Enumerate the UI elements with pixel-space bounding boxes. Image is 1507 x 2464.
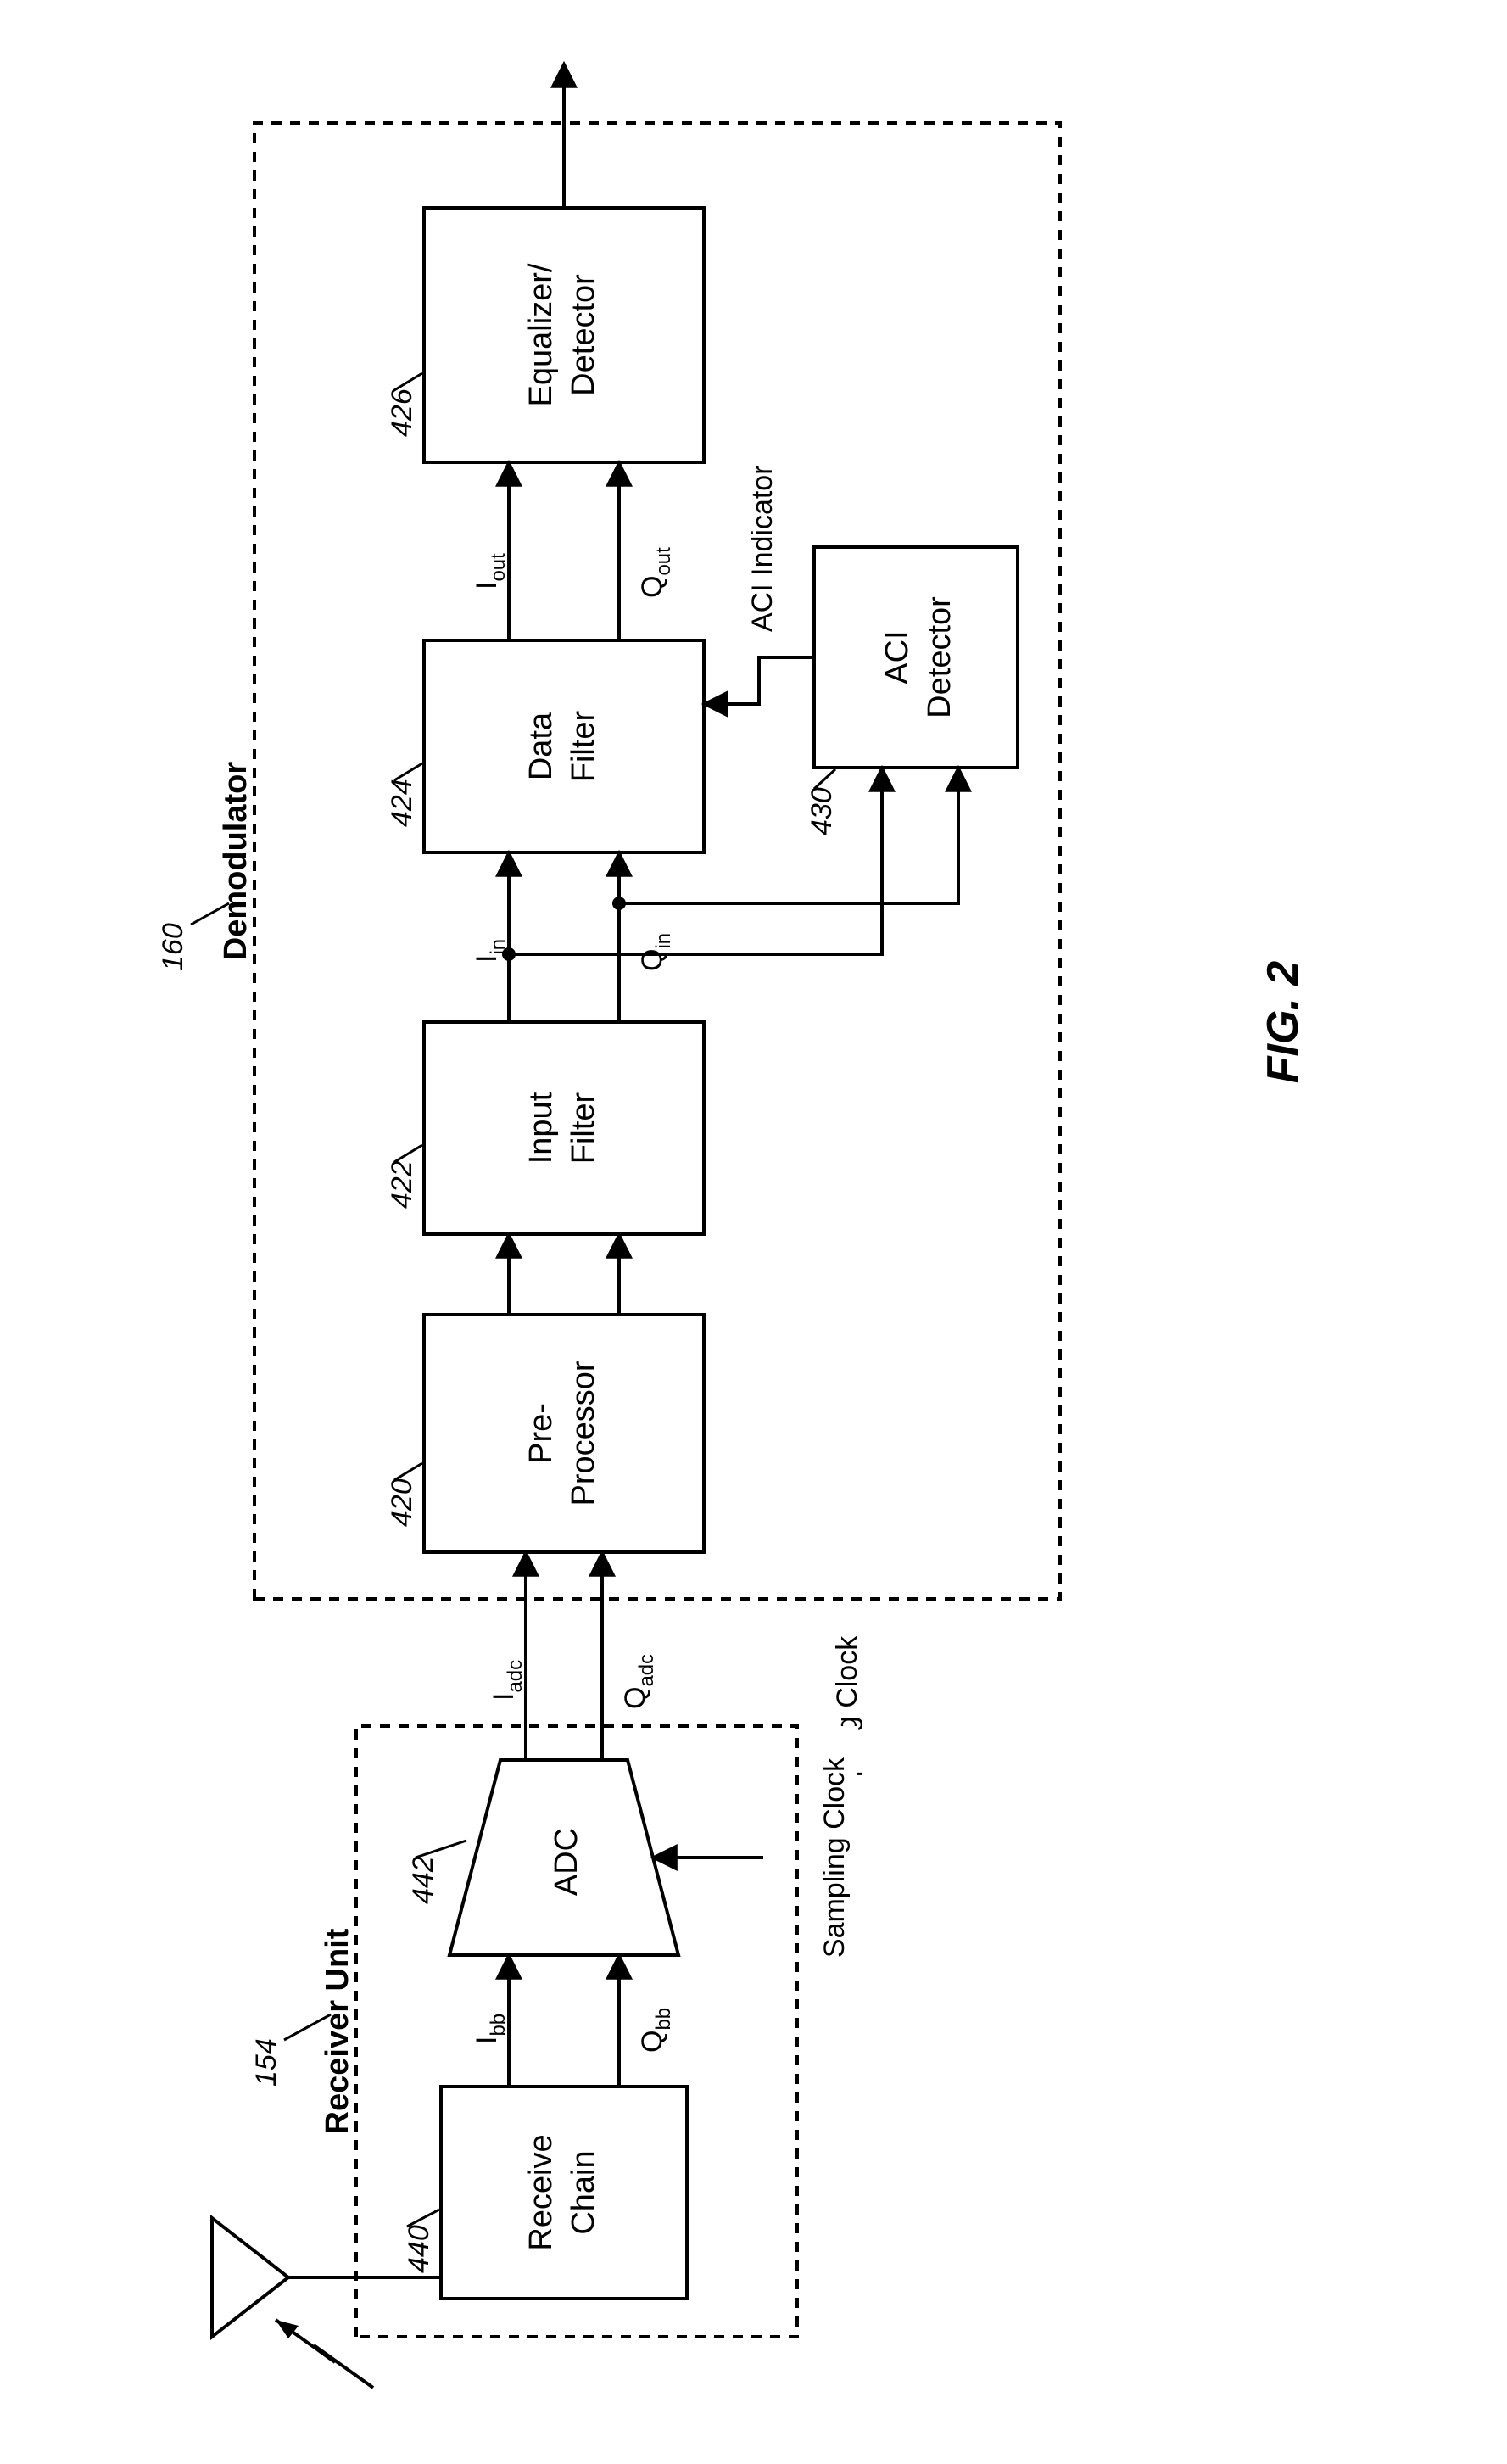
aci-detector-label2: Detector (922, 596, 957, 718)
preprocessor-label1: Pre- (523, 1403, 559, 1464)
qadc-label: Qadc (619, 1654, 658, 1709)
eq-detector-ref: 426 (386, 388, 418, 437)
receive-chain-ref: 440 (403, 2225, 435, 2273)
receive-chain-label1: Receive (523, 2134, 559, 2250)
ibb-label: Ibb (471, 2014, 510, 2044)
receive-chain-block: 440 Receive Chain (403, 2087, 687, 2299)
preprocessor-label2: Processor (566, 1361, 601, 1506)
eq-detector-label1: Equalizer/ (523, 263, 559, 406)
input-filter-label2: Filter (566, 1092, 601, 1164)
aci-detector-block: 430 ACI Detector (806, 547, 1018, 835)
receiver-unit-ref: 154 (250, 2038, 282, 2087)
demodulator-ref: 160 (157, 923, 189, 971)
qout-label: Qout (636, 547, 675, 598)
iadc-label: Iadc (488, 1660, 527, 1701)
adc-label: ADC (549, 1828, 584, 1896)
aci-detector-label1: ACI (879, 630, 915, 684)
demodulator-label: Demodulator (218, 762, 254, 961)
input-filter-ref: 422 (386, 1160, 418, 1209)
data-filter-block: 424 Data Filter (386, 640, 704, 852)
receive-chain-label2: Chain (566, 2150, 601, 2234)
data-filter-label1: Data (523, 712, 559, 780)
diagram-canvas: Receiver Unit 154 440 Receive Chain 442 … (0, 0, 1507, 2464)
adc-block: 442 ADC (407, 1760, 678, 1955)
qbb-label: Qbb (636, 2008, 675, 2053)
data-filter-ref: 424 (386, 779, 418, 827)
figure-title: FIG. 2 (1259, 961, 1308, 1084)
input-filter-block: 422 Input Filter (386, 1022, 704, 1234)
receiver-unit-label: Receiver Unit (320, 1928, 355, 2134)
eq-detector-label2: Detector (566, 274, 601, 396)
preprocessor-block: 420 Pre- Processor (386, 1315, 704, 1552)
adc-ref: 442 (407, 1856, 439, 1904)
data-filter-label2: Filter (566, 710, 601, 782)
aci-detector-ref: 430 (806, 787, 838, 835)
input-filter-label1: Input (523, 1092, 559, 1164)
iout-label: Iout (471, 553, 510, 589)
sampling-clock-label2: Sampling Clock (818, 1757, 851, 1958)
equalizer-detector-block: 426 Equalizer/ Detector (386, 208, 704, 462)
aci-indicator-label: ACI Indicator (746, 465, 779, 632)
preprocessor-ref: 420 (386, 1478, 418, 1527)
qin-label: Qin (636, 933, 675, 971)
